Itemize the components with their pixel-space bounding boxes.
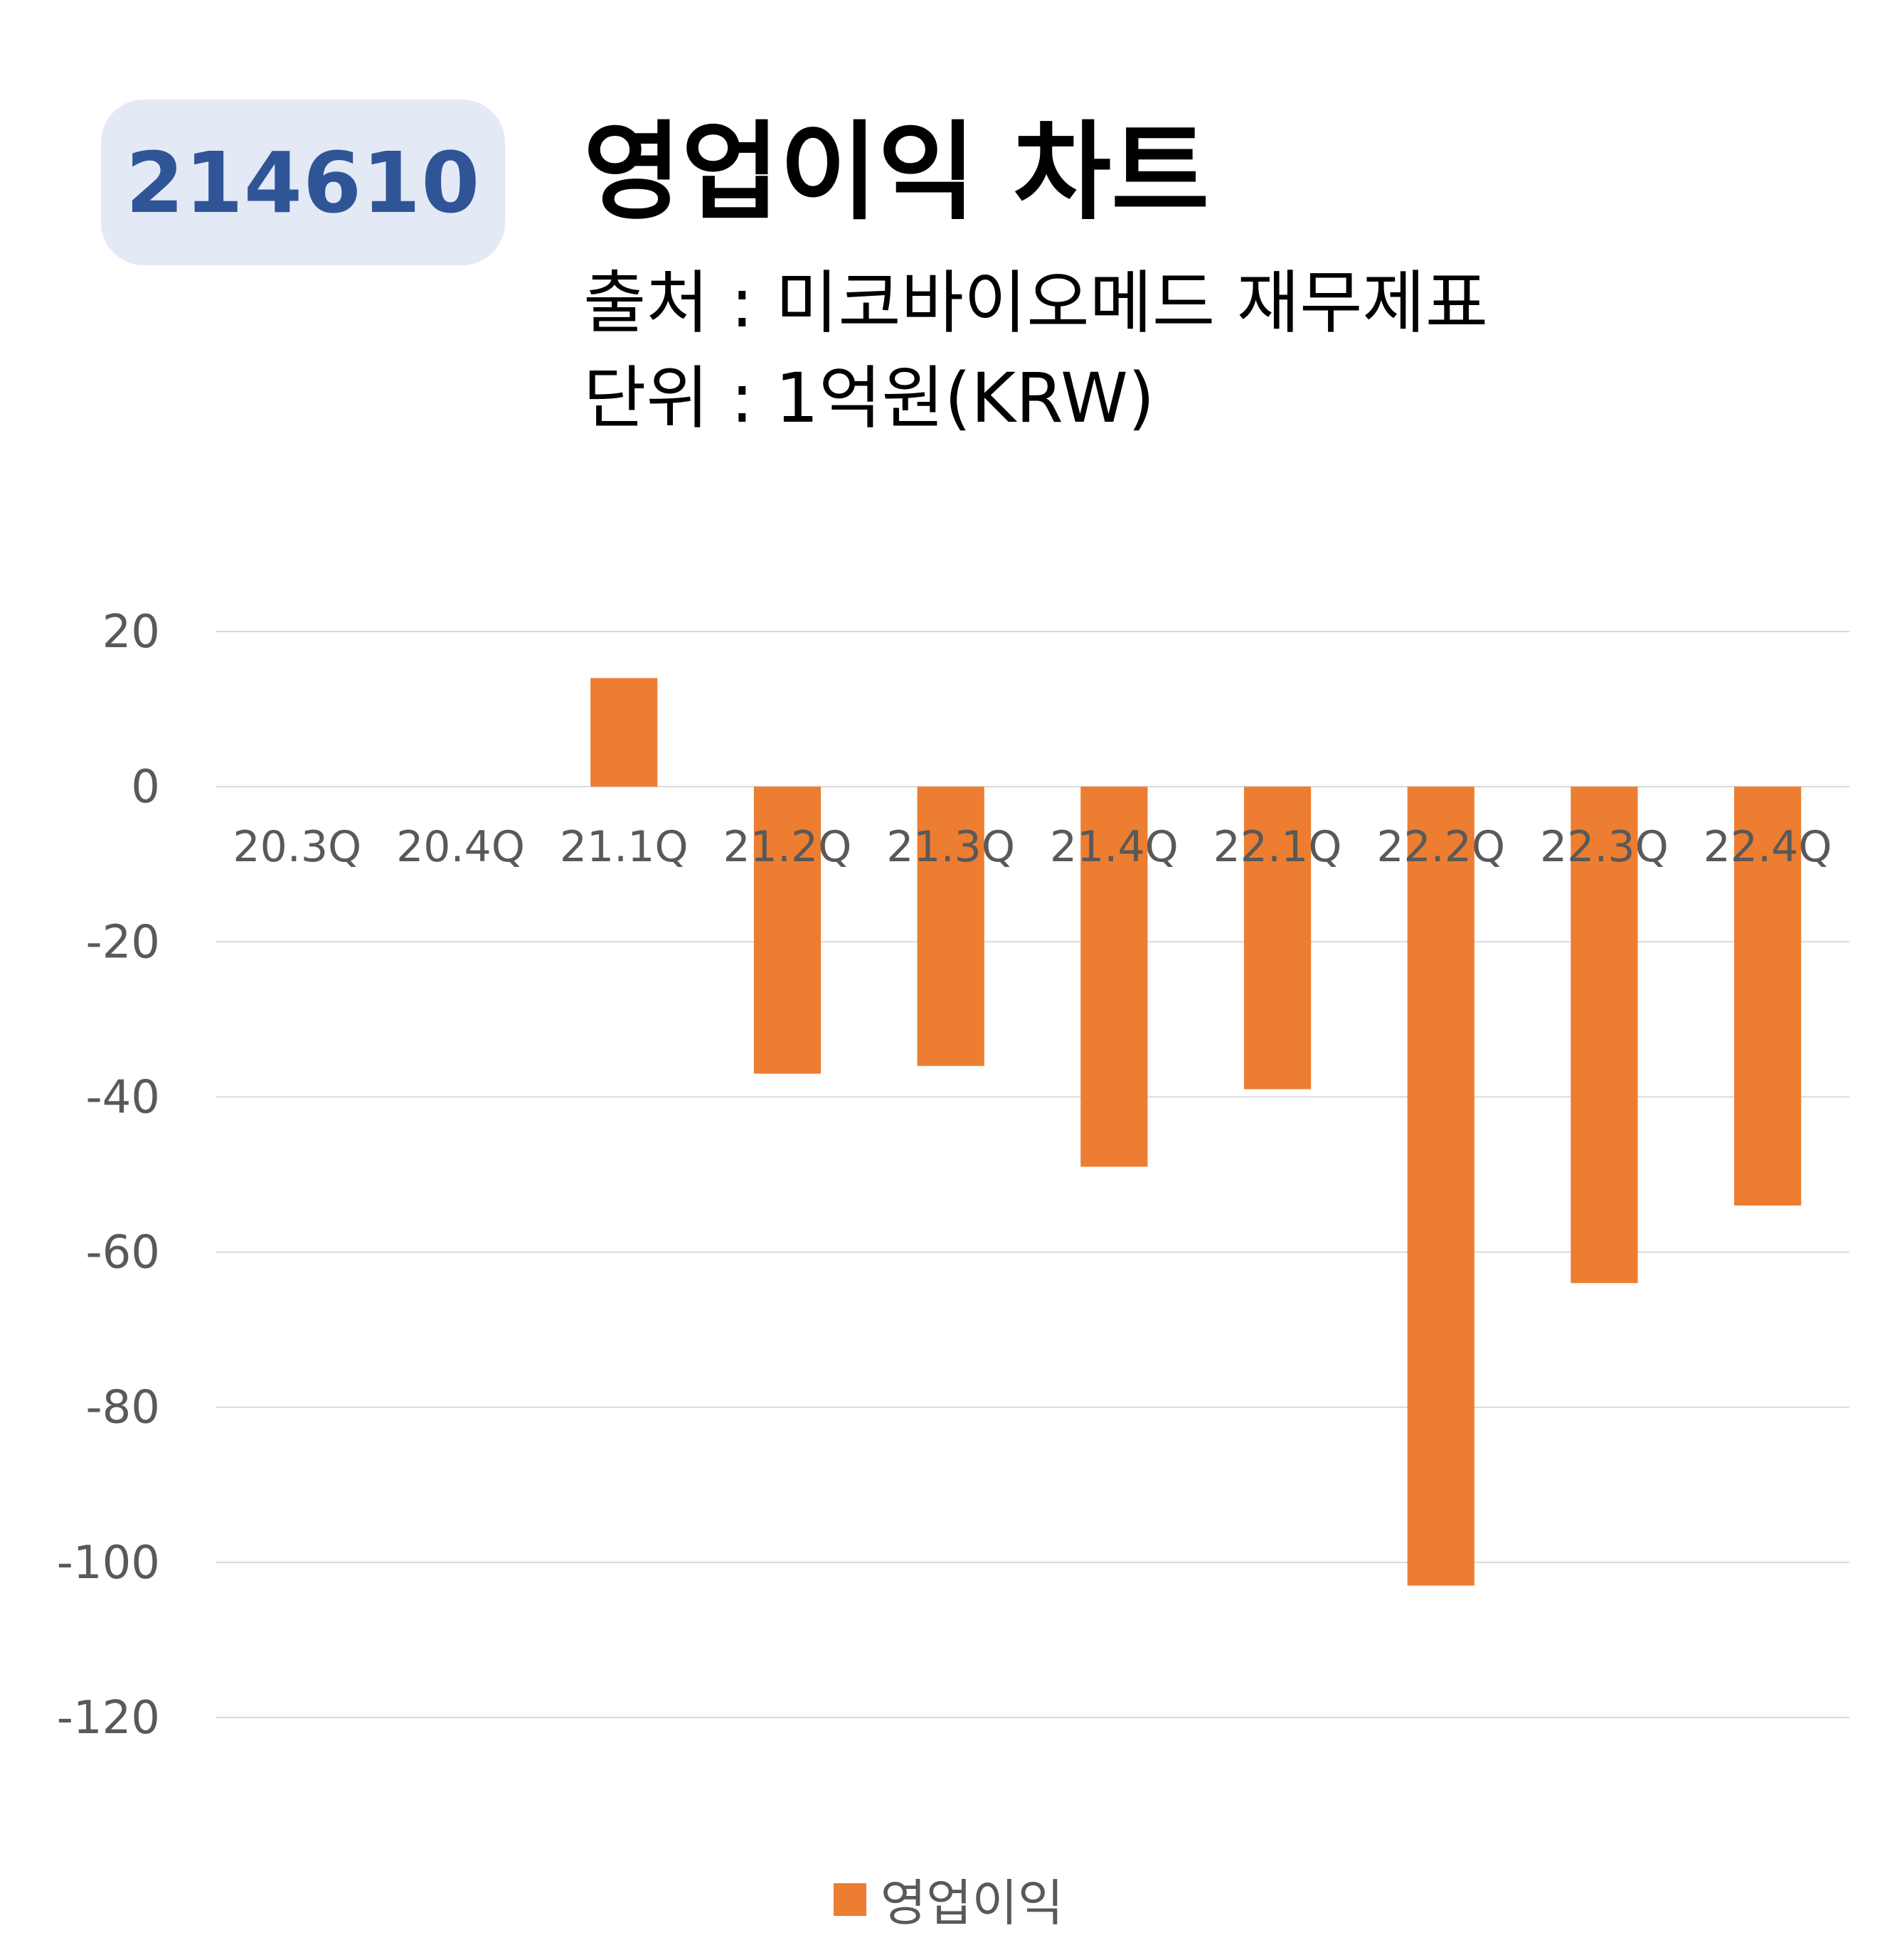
chart-title: 영업이익 차트 <box>583 111 1210 235</box>
unit-value: 1억원(KRW) <box>775 358 1155 438</box>
bar <box>590 678 658 787</box>
ticker-code: 214610 <box>125 133 481 232</box>
y-tick-label: -20 <box>85 916 160 969</box>
x-tick-label: 22.2Q <box>1376 822 1505 872</box>
unit-separator: : <box>730 358 754 438</box>
x-tick-label: 22.4Q <box>1704 822 1832 872</box>
y-tick-label: -100 <box>57 1537 160 1589</box>
bar <box>1407 787 1474 1586</box>
x-tick-label: 21.2Q <box>723 822 852 872</box>
source-label: 출처 <box>583 263 709 343</box>
x-tick-label: 21.1Q <box>560 822 689 872</box>
y-tick-label: -40 <box>85 1071 160 1124</box>
x-tick-label: 21.3Q <box>886 822 1015 872</box>
bar <box>917 787 984 1066</box>
ticker-badge: 214610 <box>101 100 505 265</box>
legend: 영업이익 <box>0 1863 1897 1935</box>
y-tick-label: -120 <box>57 1692 160 1745</box>
y-tick-label: -80 <box>85 1382 160 1434</box>
unit-line: 단위 : 1억원(KRW) <box>583 364 1154 432</box>
x-tick-label: 20.3Q <box>233 822 361 872</box>
x-tick-label: 20.4Q <box>396 822 525 872</box>
x-tick-label: 21.4Q <box>1050 822 1179 872</box>
source-value: 미코바이오메드 재무제표 <box>775 263 1489 343</box>
bar <box>1571 787 1638 1284</box>
bar <box>1080 787 1148 1167</box>
bar <box>753 787 822 1074</box>
unit-label: 단위 <box>583 358 709 438</box>
y-tick-label: -60 <box>85 1227 160 1279</box>
x-tick-label: 22.1Q <box>1213 822 1342 872</box>
bar <box>1243 787 1312 1090</box>
source-separator: : <box>730 263 754 343</box>
legend-swatch <box>833 1882 866 1916</box>
bar <box>1734 787 1802 1206</box>
y-tick-label: 0 <box>131 761 160 814</box>
source-line: 출처 : 미코바이오메드 재무제표 <box>583 269 1488 337</box>
y-tick-label: 20 <box>102 606 160 659</box>
x-tick-label: 22.3Q <box>1540 822 1669 872</box>
legend-label: 영업이익 <box>880 1874 1064 1932</box>
